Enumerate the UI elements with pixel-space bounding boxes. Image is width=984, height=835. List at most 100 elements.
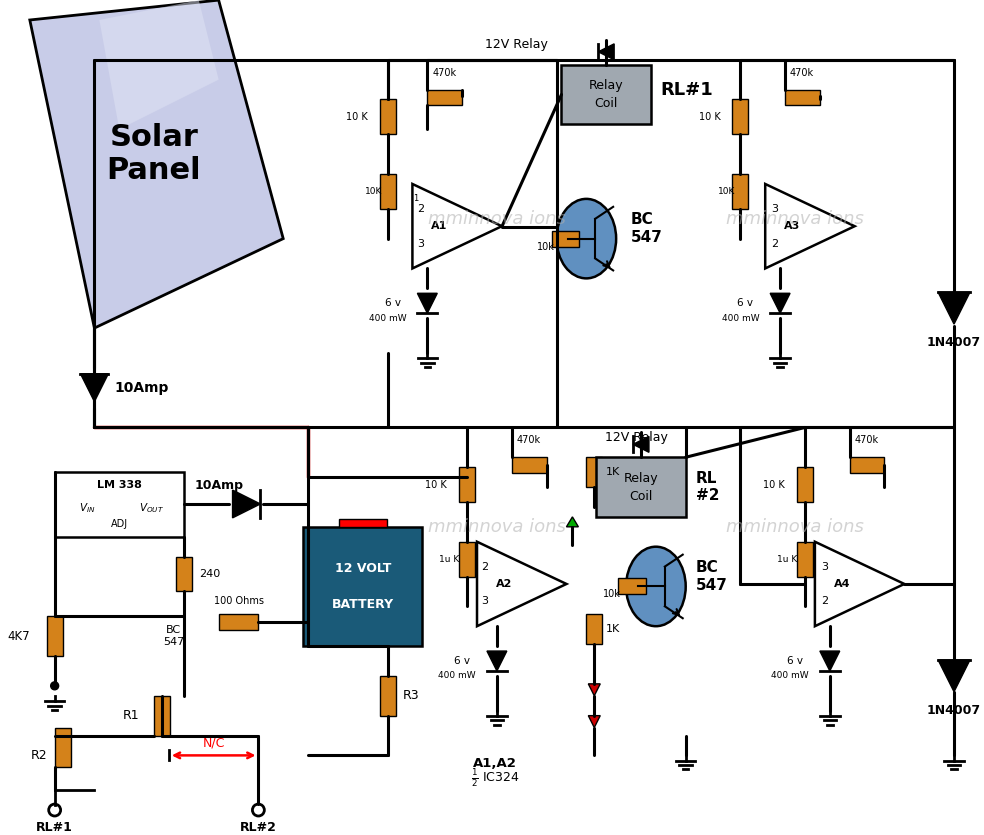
Text: $\frac{1}{2}$ IC324: $\frac{1}{2}$ IC324 bbox=[470, 767, 520, 789]
FancyBboxPatch shape bbox=[849, 458, 885, 473]
Text: 2: 2 bbox=[417, 204, 424, 214]
Text: 1K: 1K bbox=[606, 467, 621, 477]
Text: 240: 240 bbox=[199, 569, 220, 579]
FancyBboxPatch shape bbox=[797, 542, 813, 576]
Polygon shape bbox=[938, 292, 970, 324]
Text: 1: 1 bbox=[412, 195, 418, 204]
FancyBboxPatch shape bbox=[154, 696, 170, 736]
FancyBboxPatch shape bbox=[552, 230, 580, 246]
Ellipse shape bbox=[626, 547, 686, 626]
Text: A1,A2: A1,A2 bbox=[473, 757, 517, 770]
Text: Relay: Relay bbox=[624, 472, 658, 484]
Bar bbox=[55, 472, 184, 537]
Text: 10 K: 10 K bbox=[699, 113, 720, 123]
Polygon shape bbox=[815, 542, 904, 626]
Circle shape bbox=[51, 682, 59, 690]
Text: 1K: 1K bbox=[606, 625, 621, 634]
Polygon shape bbox=[820, 651, 839, 671]
Text: Solar
Panel: Solar Panel bbox=[106, 123, 202, 185]
FancyBboxPatch shape bbox=[380, 174, 396, 209]
Polygon shape bbox=[588, 684, 600, 696]
Text: A4: A4 bbox=[833, 579, 850, 589]
Text: Relay: Relay bbox=[588, 79, 624, 92]
Text: 1u K: 1u K bbox=[439, 555, 460, 564]
Polygon shape bbox=[412, 184, 502, 268]
Text: 3: 3 bbox=[481, 596, 488, 606]
Polygon shape bbox=[487, 651, 507, 671]
Text: 10k: 10k bbox=[536, 241, 555, 251]
Circle shape bbox=[253, 804, 265, 816]
Polygon shape bbox=[81, 374, 108, 402]
Text: 1N4007: 1N4007 bbox=[927, 704, 981, 717]
Polygon shape bbox=[633, 437, 648, 453]
Circle shape bbox=[48, 804, 61, 816]
Text: 4K7: 4K7 bbox=[7, 630, 30, 643]
FancyBboxPatch shape bbox=[732, 99, 748, 134]
Text: A1: A1 bbox=[431, 221, 448, 231]
Bar bbox=[338, 519, 387, 527]
Text: 100 Ohms: 100 Ohms bbox=[214, 596, 264, 606]
Text: R2: R2 bbox=[31, 749, 47, 762]
Text: 10 K: 10 K bbox=[764, 480, 785, 490]
Text: Coil: Coil bbox=[630, 489, 652, 503]
Text: 6 v: 6 v bbox=[454, 656, 470, 666]
Text: RL
#2: RL #2 bbox=[696, 471, 719, 504]
FancyBboxPatch shape bbox=[785, 89, 820, 105]
Text: 10 K: 10 K bbox=[346, 113, 368, 123]
Text: A3: A3 bbox=[784, 221, 800, 231]
Polygon shape bbox=[588, 716, 600, 727]
FancyBboxPatch shape bbox=[427, 89, 462, 105]
Text: mminnova ions: mminnova ions bbox=[726, 518, 864, 536]
Text: 10K: 10K bbox=[718, 187, 735, 196]
Text: LM 338: LM 338 bbox=[96, 480, 142, 490]
FancyBboxPatch shape bbox=[618, 579, 646, 595]
Text: RL#1: RL#1 bbox=[36, 822, 73, 834]
Text: 400 mW: 400 mW bbox=[438, 671, 476, 681]
Polygon shape bbox=[770, 293, 790, 313]
Text: RL#2: RL#2 bbox=[240, 822, 277, 834]
FancyBboxPatch shape bbox=[512, 458, 546, 473]
FancyBboxPatch shape bbox=[46, 616, 63, 656]
Text: 2: 2 bbox=[481, 562, 488, 572]
Text: 10K: 10K bbox=[365, 187, 383, 196]
Text: 470k: 470k bbox=[432, 68, 457, 78]
Ellipse shape bbox=[557, 199, 616, 278]
FancyBboxPatch shape bbox=[460, 542, 475, 576]
FancyBboxPatch shape bbox=[586, 615, 602, 644]
FancyBboxPatch shape bbox=[460, 468, 475, 502]
Polygon shape bbox=[99, 0, 218, 129]
Text: 10k: 10k bbox=[603, 590, 621, 600]
Text: 6 v: 6 v bbox=[737, 298, 754, 308]
Text: N/C: N/C bbox=[203, 737, 225, 750]
Polygon shape bbox=[477, 542, 567, 626]
FancyBboxPatch shape bbox=[732, 174, 748, 209]
Text: Coil: Coil bbox=[594, 97, 618, 110]
Text: 12V Relay: 12V Relay bbox=[604, 431, 667, 444]
Text: 10Amp: 10Amp bbox=[114, 381, 168, 395]
Text: A2: A2 bbox=[496, 579, 512, 589]
Text: 2: 2 bbox=[771, 239, 778, 249]
FancyBboxPatch shape bbox=[797, 468, 813, 502]
FancyBboxPatch shape bbox=[380, 99, 396, 134]
Text: $V_{IN}$: $V_{IN}$ bbox=[79, 501, 95, 514]
Text: R1: R1 bbox=[122, 709, 139, 722]
Polygon shape bbox=[232, 490, 261, 518]
Text: 470k: 470k bbox=[517, 435, 541, 445]
Text: BC
547: BC 547 bbox=[631, 212, 663, 245]
Polygon shape bbox=[417, 293, 437, 313]
Text: mminnova ions: mminnova ions bbox=[428, 518, 566, 536]
Text: R3: R3 bbox=[402, 689, 419, 702]
Text: 470k: 470k bbox=[790, 68, 814, 78]
FancyBboxPatch shape bbox=[380, 676, 396, 716]
Polygon shape bbox=[766, 184, 855, 268]
Text: BC
547: BC 547 bbox=[163, 625, 185, 647]
FancyBboxPatch shape bbox=[55, 727, 71, 767]
FancyBboxPatch shape bbox=[176, 557, 192, 591]
Text: 12 VOLT: 12 VOLT bbox=[335, 562, 391, 575]
Text: 10Amp: 10Amp bbox=[194, 478, 243, 492]
Text: mminnova ions: mminnova ions bbox=[428, 210, 566, 228]
Bar bbox=[596, 458, 686, 517]
FancyBboxPatch shape bbox=[586, 458, 602, 487]
Text: 3: 3 bbox=[417, 239, 424, 249]
Polygon shape bbox=[938, 660, 970, 691]
